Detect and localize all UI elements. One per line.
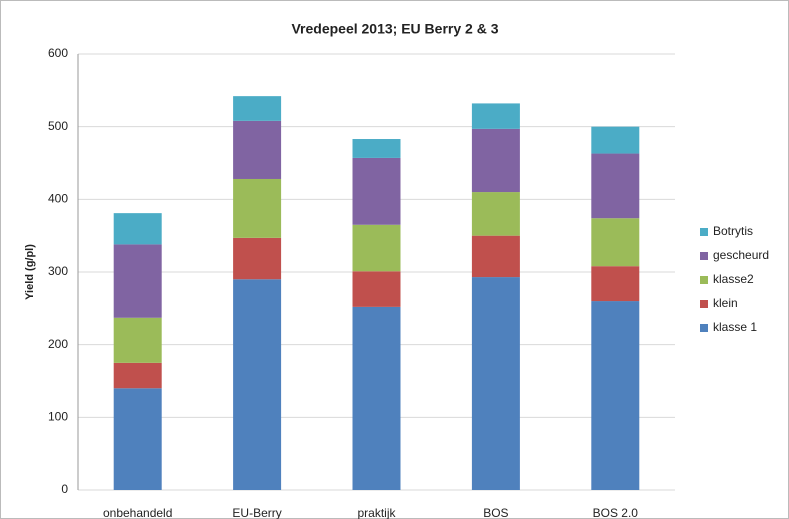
bar-segment <box>113 388 162 490</box>
bar-segment <box>113 244 162 318</box>
x-tick-label: praktijk <box>357 506 396 519</box>
bar-segment <box>591 301 640 490</box>
bar-segment <box>352 157 401 225</box>
legend-swatch <box>700 228 708 236</box>
y-tick-label: 200 <box>48 337 68 351</box>
y-tick-label: 600 <box>48 46 68 60</box>
legend-label: klasse2 <box>713 272 754 286</box>
bar-segment <box>591 266 640 302</box>
x-tick-label: onbehandeld <box>103 506 172 519</box>
legend-label: Botrytis <box>713 224 753 238</box>
y-axis-label: Yield (g/pl) <box>24 244 36 300</box>
y-tick-label: 0 <box>61 482 68 496</box>
bar-segment <box>233 237 282 280</box>
bar-segment <box>471 235 520 278</box>
bar-segment <box>352 271 401 307</box>
x-tick-label: BOS 2.0 <box>593 506 639 519</box>
bar-segment <box>233 120 282 179</box>
bar-segment <box>591 218 640 267</box>
bar-segment <box>352 139 401 158</box>
chart-title: Vredepeel 2013; EU Berry 2 & 3 <box>291 21 498 37</box>
bar-segment <box>352 306 401 490</box>
bar-segment <box>233 178 282 238</box>
y-tick-label: 500 <box>48 119 68 133</box>
y-tick-label: 300 <box>48 264 68 278</box>
x-tick-label: BOS <box>483 506 508 519</box>
legend-swatch <box>700 300 708 308</box>
x-tick-label: EU-Berry <box>232 506 281 519</box>
bar-segment <box>233 96 282 121</box>
bar-segment <box>113 362 162 389</box>
y-tick-label: 400 <box>48 192 68 206</box>
y-tick-label: 100 <box>48 410 68 424</box>
legend-label: klasse 1 <box>713 320 757 334</box>
bar-segment <box>352 224 401 272</box>
bar-segment <box>113 213 162 245</box>
bar-segment <box>233 279 282 490</box>
legend-swatch <box>700 252 708 260</box>
legend-label: gescheurd <box>713 248 769 262</box>
bar-segment <box>471 103 520 129</box>
bar-segment <box>591 126 640 154</box>
bar-segment <box>591 153 640 219</box>
bar-segment <box>471 128 520 193</box>
bar-segment <box>113 317 162 363</box>
legend-swatch <box>700 324 708 332</box>
legend-label: klein <box>713 296 738 310</box>
bar-segment <box>471 277 520 490</box>
bar-segment <box>471 192 520 236</box>
legend-swatch <box>700 276 708 284</box>
